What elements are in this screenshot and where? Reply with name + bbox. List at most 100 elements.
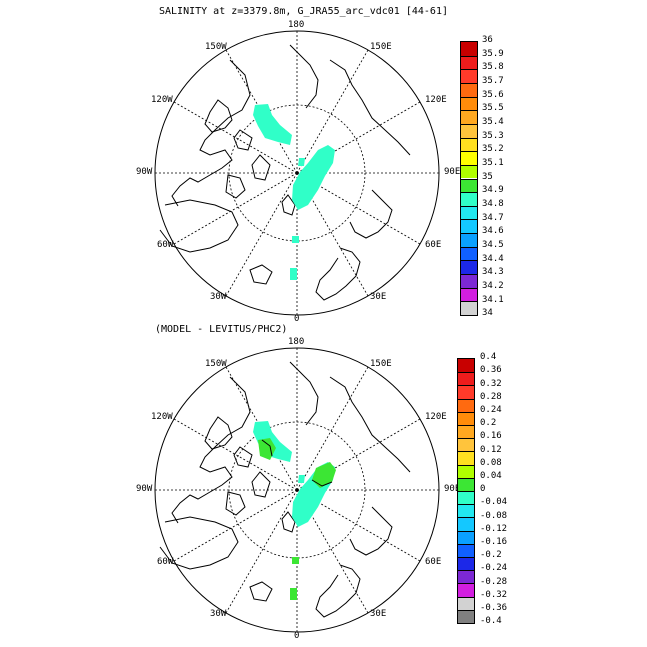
colorbar-swatch	[458, 596, 474, 610]
colorbar-swatch	[461, 192, 477, 206]
colorbar-tick: -0.36	[480, 603, 508, 613]
colorbar-swatch	[461, 233, 477, 247]
colorbar-tick: 34.4	[482, 254, 504, 264]
colorbar-tick: 34.7	[482, 213, 504, 223]
colorbar-tick: 35.6	[482, 90, 504, 100]
colorbar-swatch	[458, 543, 474, 557]
colorbar-tick: 0.24	[480, 405, 502, 415]
colorbar-tick: -0.28	[480, 577, 508, 587]
colorbar-tick: -0.4	[480, 616, 502, 626]
colorbar-tick: 34.8	[482, 199, 504, 209]
lon-label: 30W	[210, 609, 227, 619]
salinity-patches	[253, 104, 335, 280]
map-boundary	[154, 30, 440, 316]
colorbar-swatch	[458, 477, 474, 491]
polar-map-panel1	[154, 30, 440, 316]
lon-label: 180	[288, 20, 305, 30]
colorbar-panel2	[457, 358, 475, 624]
colorbar-tick: 0	[480, 484, 486, 494]
lon-label: 150W	[205, 42, 227, 52]
colorbar-tick: 0.2	[480, 418, 497, 428]
panel1-title: SALINITY at z=3379.8m, G_JRA55_arc_vdc01…	[159, 6, 448, 17]
lon-label: 90W	[136, 167, 153, 177]
colorbar-tick: 34	[482, 308, 493, 318]
colorbar-tick: 0.16	[480, 431, 502, 441]
coastlines	[159, 361, 411, 618]
colorbar-tick: -0.04	[480, 497, 508, 507]
colorbar-swatch	[458, 425, 474, 439]
colorbar-tick: 35.3	[482, 131, 504, 141]
colorbar-tick: 35	[482, 172, 493, 182]
colorbar-tick: 34.1	[482, 295, 504, 305]
colorbar-tick: -0.12	[480, 524, 508, 534]
lon-label: 150E	[370, 359, 392, 369]
colorbar-swatch	[458, 583, 474, 597]
colorbar-swatch	[461, 151, 477, 165]
colorbar-swatch	[461, 219, 477, 234]
colorbar-swatch	[458, 570, 474, 584]
colorbar-panel1	[460, 41, 478, 316]
colorbar-tick: 35.5	[482, 103, 504, 113]
lon-label: 60W	[157, 240, 174, 250]
colorbar-tick: -0.24	[480, 563, 508, 573]
colorbar-tick: 0.04	[480, 471, 502, 481]
colorbar-tick: 36	[482, 35, 493, 45]
lon-label: 0	[294, 631, 300, 641]
colorbar-tick: 35.4	[482, 117, 504, 127]
colorbar-swatch	[461, 55, 477, 70]
lon-label: 120E	[425, 412, 447, 422]
colorbar-swatch	[458, 451, 474, 465]
colorbar-tick: 0.4	[480, 352, 497, 362]
colorbar-tick: -0.2	[480, 550, 502, 560]
colorbar-swatch	[458, 530, 474, 544]
lon-label: 180	[288, 337, 305, 347]
lon-label: 120E	[425, 95, 447, 105]
colorbar-tick: 34.2	[482, 281, 504, 291]
colorbar-tick: 0.32	[480, 379, 502, 389]
colorbar-tick: 35.2	[482, 144, 504, 154]
colorbar-swatch	[461, 301, 477, 315]
latitude-circle	[228, 104, 366, 242]
colorbar-tick: 0.08	[480, 458, 502, 468]
colorbar-tick: 0.36	[480, 365, 502, 375]
lon-label: 60E	[425, 557, 442, 567]
colorbar-swatch	[458, 557, 474, 571]
lon-label: 30E	[370, 609, 387, 619]
lon-label: 30E	[370, 292, 387, 302]
colorbar-swatch	[458, 372, 474, 386]
colorbar-swatch	[461, 96, 477, 111]
lon-label: 90E	[444, 167, 461, 177]
colorbar-swatch	[458, 359, 474, 373]
colorbar-swatch	[461, 178, 477, 193]
lon-label: 30W	[210, 292, 227, 302]
colorbar-swatch	[461, 164, 477, 179]
colorbar-swatch	[461, 42, 477, 56]
colorbar-swatch	[461, 137, 477, 152]
lon-label: 90E	[444, 484, 461, 494]
colorbar-swatch	[458, 385, 474, 399]
colorbar-tick: -0.32	[480, 590, 508, 600]
colorbar-tick: 34.6	[482, 226, 504, 236]
colorbar-swatch	[458, 491, 474, 505]
colorbar-tick: -0.16	[480, 537, 508, 547]
colorbar-swatch	[458, 438, 474, 452]
colorbar-swatch	[461, 246, 477, 261]
colorbar-swatch	[461, 260, 477, 275]
latitude-circle	[228, 421, 366, 559]
map-boundary	[154, 347, 440, 633]
colorbar-tick: 34.9	[482, 185, 504, 195]
colorbar-tick: -0.08	[480, 511, 508, 521]
colorbar-swatch	[461, 82, 477, 97]
lon-label: 120W	[151, 95, 173, 105]
lon-label: 60E	[425, 240, 442, 250]
colorbar-tick: 35.1	[482, 158, 504, 168]
colorbar-swatch	[461, 69, 477, 83]
coastlines	[159, 44, 411, 301]
lon-label: 90W	[136, 484, 153, 494]
lon-label: 150E	[370, 42, 392, 52]
colorbar-swatch	[461, 274, 477, 288]
colorbar-swatch	[458, 411, 474, 425]
colorbar-swatch	[458, 609, 474, 623]
lon-label: 60W	[157, 557, 174, 567]
